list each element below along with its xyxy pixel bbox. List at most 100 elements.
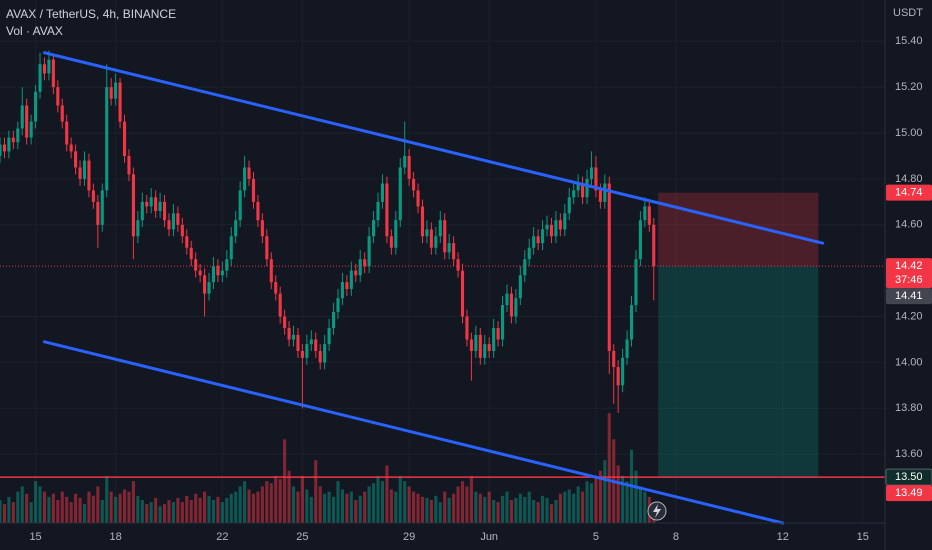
candle-body: [216, 266, 220, 276]
candle-body: [243, 167, 247, 191]
volume-bar: [554, 499, 558, 523]
volume-bar: [305, 489, 309, 523]
volume-bar: [0, 499, 2, 523]
volume-bar: [354, 499, 358, 523]
volume-bar: [96, 486, 100, 523]
candle-body: [572, 190, 576, 198]
volume-bar: [7, 496, 11, 523]
volume-bar: [621, 475, 625, 523]
price-tag: [886, 258, 932, 289]
volume-bar: [376, 475, 380, 523]
volume-bar: [572, 493, 576, 523]
alert-icon[interactable]: [647, 501, 667, 521]
candle-body: [638, 220, 642, 260]
price-tag: [886, 288, 932, 305]
candle-body: [394, 220, 398, 248]
candle-body: [438, 220, 442, 237]
candle-body: [598, 190, 602, 202]
candle-body: [238, 190, 242, 221]
volume-bar: [256, 491, 260, 523]
volume-bar: [291, 486, 296, 523]
candle-body: [532, 236, 536, 248]
volume-bar: [225, 497, 229, 523]
candle-body: [16, 128, 20, 143]
candle-body: [500, 305, 505, 340]
candle-body: [189, 247, 193, 260]
volume-bar: [425, 497, 429, 523]
volume-bar: [634, 470, 638, 523]
volume-bar: [300, 475, 304, 523]
candle-body: [558, 220, 562, 230]
volume-bar: [478, 493, 482, 523]
chart-title: AVAX / TetherUS, 4h, BINANCE: [6, 7, 176, 21]
volume-bar: [412, 491, 416, 523]
y-tick-label: 14.20: [895, 310, 923, 322]
volume-bar: [460, 481, 465, 523]
volume-bar: [465, 486, 469, 523]
x-tick-label: 15: [857, 531, 869, 543]
candle-body: [287, 328, 291, 340]
candle-body: [229, 236, 233, 260]
price-tag-label: 14.41: [895, 290, 923, 302]
candle-body: [367, 236, 371, 267]
volume-bar: [100, 499, 104, 523]
volume-bar: [29, 502, 33, 523]
volume-bar: [180, 502, 184, 523]
price-tag: [886, 184, 932, 201]
candle-body: [149, 197, 153, 207]
volume-bar: [74, 493, 78, 523]
candle-body: [265, 236, 269, 260]
candle-body: [162, 201, 167, 221]
volume-bar: [429, 499, 433, 523]
y-tick-label: 15.20: [895, 81, 923, 93]
candle-body: [158, 201, 162, 212]
candle-body: [296, 334, 300, 351]
volume-bar: [372, 483, 376, 523]
volume-bar: [363, 491, 367, 523]
volume-bar: [452, 493, 456, 523]
volume-bar: [492, 499, 496, 523]
candle-body: [465, 316, 469, 340]
volume-bar: [309, 496, 313, 523]
drawings: [0, 51, 885, 525]
candle-body: [554, 220, 558, 237]
candle-body: [621, 357, 625, 386]
volume-bar: [349, 491, 353, 523]
candle-body: [60, 105, 64, 122]
candle-body: [643, 206, 647, 221]
x-tick-label: 22: [216, 531, 228, 543]
candle-body: [323, 344, 327, 363]
volume-bar: [145, 504, 149, 523]
candle-body: [256, 201, 260, 221]
candle-body: [225, 259, 229, 271]
candle-body: [527, 247, 531, 260]
candle-body: [51, 59, 55, 88]
y-tick-label: 14.60: [895, 219, 923, 231]
volume-bar: [456, 486, 460, 523]
volume-bar: [207, 495, 211, 523]
volume-bar: [171, 502, 175, 523]
volume-label: Vol · AVAX: [6, 24, 63, 38]
candle-body: [452, 243, 456, 260]
volume-bar: [340, 489, 344, 523]
volume-bar: [345, 493, 349, 523]
volume-bar: [403, 481, 407, 523]
candle-body: [331, 311, 336, 329]
candle-body: [278, 293, 282, 317]
y-tick-label: 14.00: [895, 356, 923, 368]
volume-bar: [336, 481, 340, 523]
volume-bar: [274, 475, 278, 523]
volume-bar: [443, 491, 447, 523]
volume-bar: [585, 481, 589, 523]
candle-body: [340, 282, 344, 299]
volume-bar: [34, 481, 38, 523]
candle-body: [363, 259, 367, 267]
volume-bar: [176, 497, 180, 523]
volume-bar: [407, 486, 411, 523]
volume-bar: [247, 489, 251, 523]
volume-bar: [536, 502, 540, 523]
y-axis-label: USDT: [893, 7, 923, 19]
candle-body: [78, 167, 82, 179]
candle-body: [260, 220, 264, 237]
volume-bar: [60, 491, 64, 523]
